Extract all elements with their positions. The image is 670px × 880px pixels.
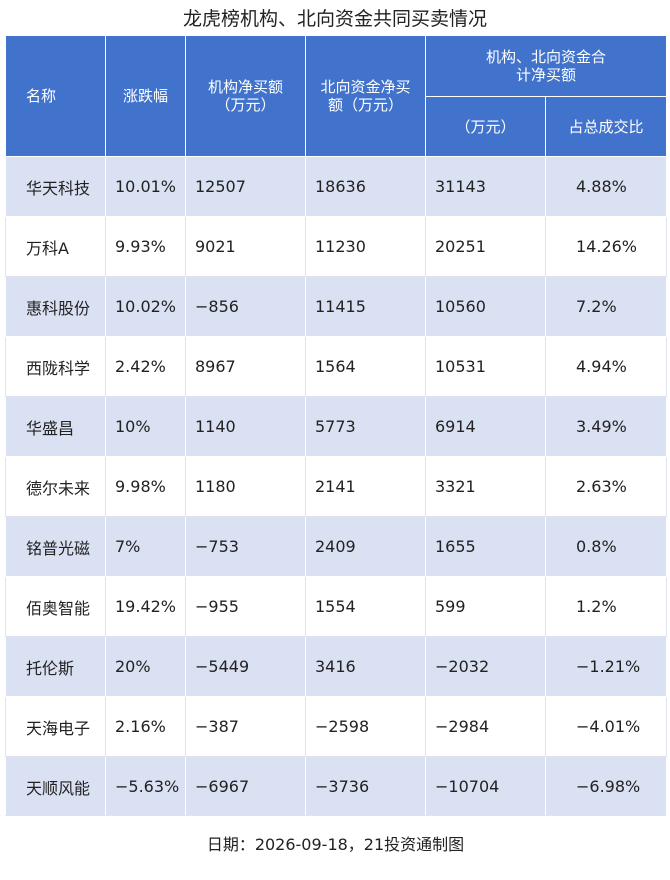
cell-inst: −856 xyxy=(185,276,306,337)
cell-north: 2141 xyxy=(305,456,426,517)
cell-change: 2.16% xyxy=(105,696,186,757)
header-combined-ratio: 占总成交比 xyxy=(545,96,667,157)
cell-north: 11415 xyxy=(305,276,426,337)
cell-ratio: 4.88% xyxy=(545,156,667,217)
cell-total: −10704 xyxy=(425,756,546,817)
cell-change: 20% xyxy=(105,636,186,697)
header-north-label: 北向资金净买额（万元） xyxy=(320,78,411,114)
cell-name: 华盛昌 xyxy=(5,396,106,457)
table-row: 惠科股份 10.02% −856 11415 10560 7.2% xyxy=(5,276,667,337)
header-change: 涨跌幅 xyxy=(105,35,186,157)
cell-inst: −5449 xyxy=(185,636,306,697)
cell-ratio: 1.2% xyxy=(545,576,667,637)
cell-inst: 8967 xyxy=(185,336,306,397)
table-row: 托伦斯 20% −5449 3416 −2032 −1.21% xyxy=(5,636,667,697)
cell-change: 19.42% xyxy=(105,576,186,637)
cell-ratio: 2.63% xyxy=(545,456,667,517)
cell-name: 天顺风能 xyxy=(5,756,106,817)
cell-name: 佰奥智能 xyxy=(5,576,106,637)
cell-north: 2409 xyxy=(305,516,426,577)
cell-total: 31143 xyxy=(425,156,546,217)
table-row: 铭普光磁 7% −753 2409 1655 0.8% xyxy=(5,516,667,577)
cell-inst: −955 xyxy=(185,576,306,637)
cell-name: 铭普光磁 xyxy=(5,516,106,577)
cell-ratio: −1.21% xyxy=(545,636,667,697)
cell-name: 惠科股份 xyxy=(5,276,106,337)
cell-inst: −6967 xyxy=(185,756,306,817)
header-inst: 机构净买额（万元） xyxy=(185,35,306,157)
cell-north: 11230 xyxy=(305,216,426,277)
header-combined: 机构、北向资金合计净买额 xyxy=(425,35,667,97)
cell-inst: −753 xyxy=(185,516,306,577)
header-combined-label: 机构、北向资金合计净买额 xyxy=(485,48,606,84)
cell-ratio: 4.94% xyxy=(545,336,667,397)
cell-total: 3321 xyxy=(425,456,546,517)
cell-ratio: −6.98% xyxy=(545,756,667,817)
header-north: 北向资金净买额（万元） xyxy=(305,35,426,157)
table-row: 佰奥智能 19.42% −955 1554 599 1.2% xyxy=(5,576,667,637)
cell-name: 天海电子 xyxy=(5,696,106,757)
cell-total: 6914 xyxy=(425,396,546,457)
cell-total: 10531 xyxy=(425,336,546,397)
header-combined-amount: （万元） xyxy=(425,96,546,157)
cell-total: 20251 xyxy=(425,216,546,277)
cell-change: 7% xyxy=(105,516,186,577)
cell-name: 华天科技 xyxy=(5,156,106,217)
cell-ratio: 0.8% xyxy=(545,516,667,577)
table-row: 德尔未来 9.98% 1180 2141 3321 2.63% xyxy=(5,456,667,517)
cell-north: 3416 xyxy=(305,636,426,697)
cell-ratio: 7.2% xyxy=(545,276,667,337)
cell-change: 10.01% xyxy=(105,156,186,217)
cell-inst: −387 xyxy=(185,696,306,757)
table-row: 华盛昌 10% 1140 5773 6914 3.49% xyxy=(5,396,667,457)
table-row: 西陇科学 2.42% 8967 1564 10531 4.94% xyxy=(5,336,667,397)
cell-change: 9.98% xyxy=(105,456,186,517)
table-row: 天顺风能 −5.63% −6967 −3736 −10704 −6.98% xyxy=(5,756,667,817)
cell-ratio: 3.49% xyxy=(545,396,667,457)
data-table: 名称 涨跌幅 机构净买额（万元） 北向资金净买额（万元） 机构、北向资金合计净买… xyxy=(5,35,667,817)
cell-inst: 1180 xyxy=(185,456,306,517)
cell-north: 1564 xyxy=(305,336,426,397)
page-title: 龙虎榜机构、北向资金共同买卖情况 xyxy=(182,8,487,30)
header-name: 名称 xyxy=(5,35,106,157)
table-row: 华天科技 10.01% 12507 18636 31143 4.88% xyxy=(5,156,667,217)
table-row: 天海电子 2.16% −387 −2598 −2984 −4.01% xyxy=(5,696,667,757)
cell-north: 5773 xyxy=(305,396,426,457)
cell-change: 10.02% xyxy=(105,276,186,337)
cell-change: 10% xyxy=(105,396,186,457)
table-row: 万科A 9.93% 9021 11230 20251 14.26% xyxy=(5,216,667,277)
cell-ratio: 14.26% xyxy=(545,216,667,277)
cell-change: 2.42% xyxy=(105,336,186,397)
cell-north: 1554 xyxy=(305,576,426,637)
header-inst-label: 机构净买额（万元） xyxy=(207,78,283,114)
cell-inst: 9021 xyxy=(185,216,306,277)
cell-name: 万科A xyxy=(5,216,106,277)
cell-change: −5.63% xyxy=(105,756,186,817)
cell-name: 托伦斯 xyxy=(5,636,106,697)
cell-name: 西陇科学 xyxy=(5,336,106,397)
cell-north: −2598 xyxy=(305,696,426,757)
cell-north: 18636 xyxy=(305,156,426,217)
cell-inst: 1140 xyxy=(185,396,306,457)
cell-ratio: −4.01% xyxy=(545,696,667,757)
cell-inst: 12507 xyxy=(185,156,306,217)
cell-total: 10560 xyxy=(425,276,546,337)
cell-change: 9.93% xyxy=(105,216,186,277)
cell-north: −3736 xyxy=(305,756,426,817)
cell-total: −2984 xyxy=(425,696,546,757)
footer-caption: 日期：2026-09-18，21投资通制图 xyxy=(5,815,666,874)
cell-total: −2032 xyxy=(425,636,546,697)
cell-total: 1655 xyxy=(425,516,546,577)
cell-total: 599 xyxy=(425,576,546,637)
cell-name: 德尔未来 xyxy=(5,456,106,517)
